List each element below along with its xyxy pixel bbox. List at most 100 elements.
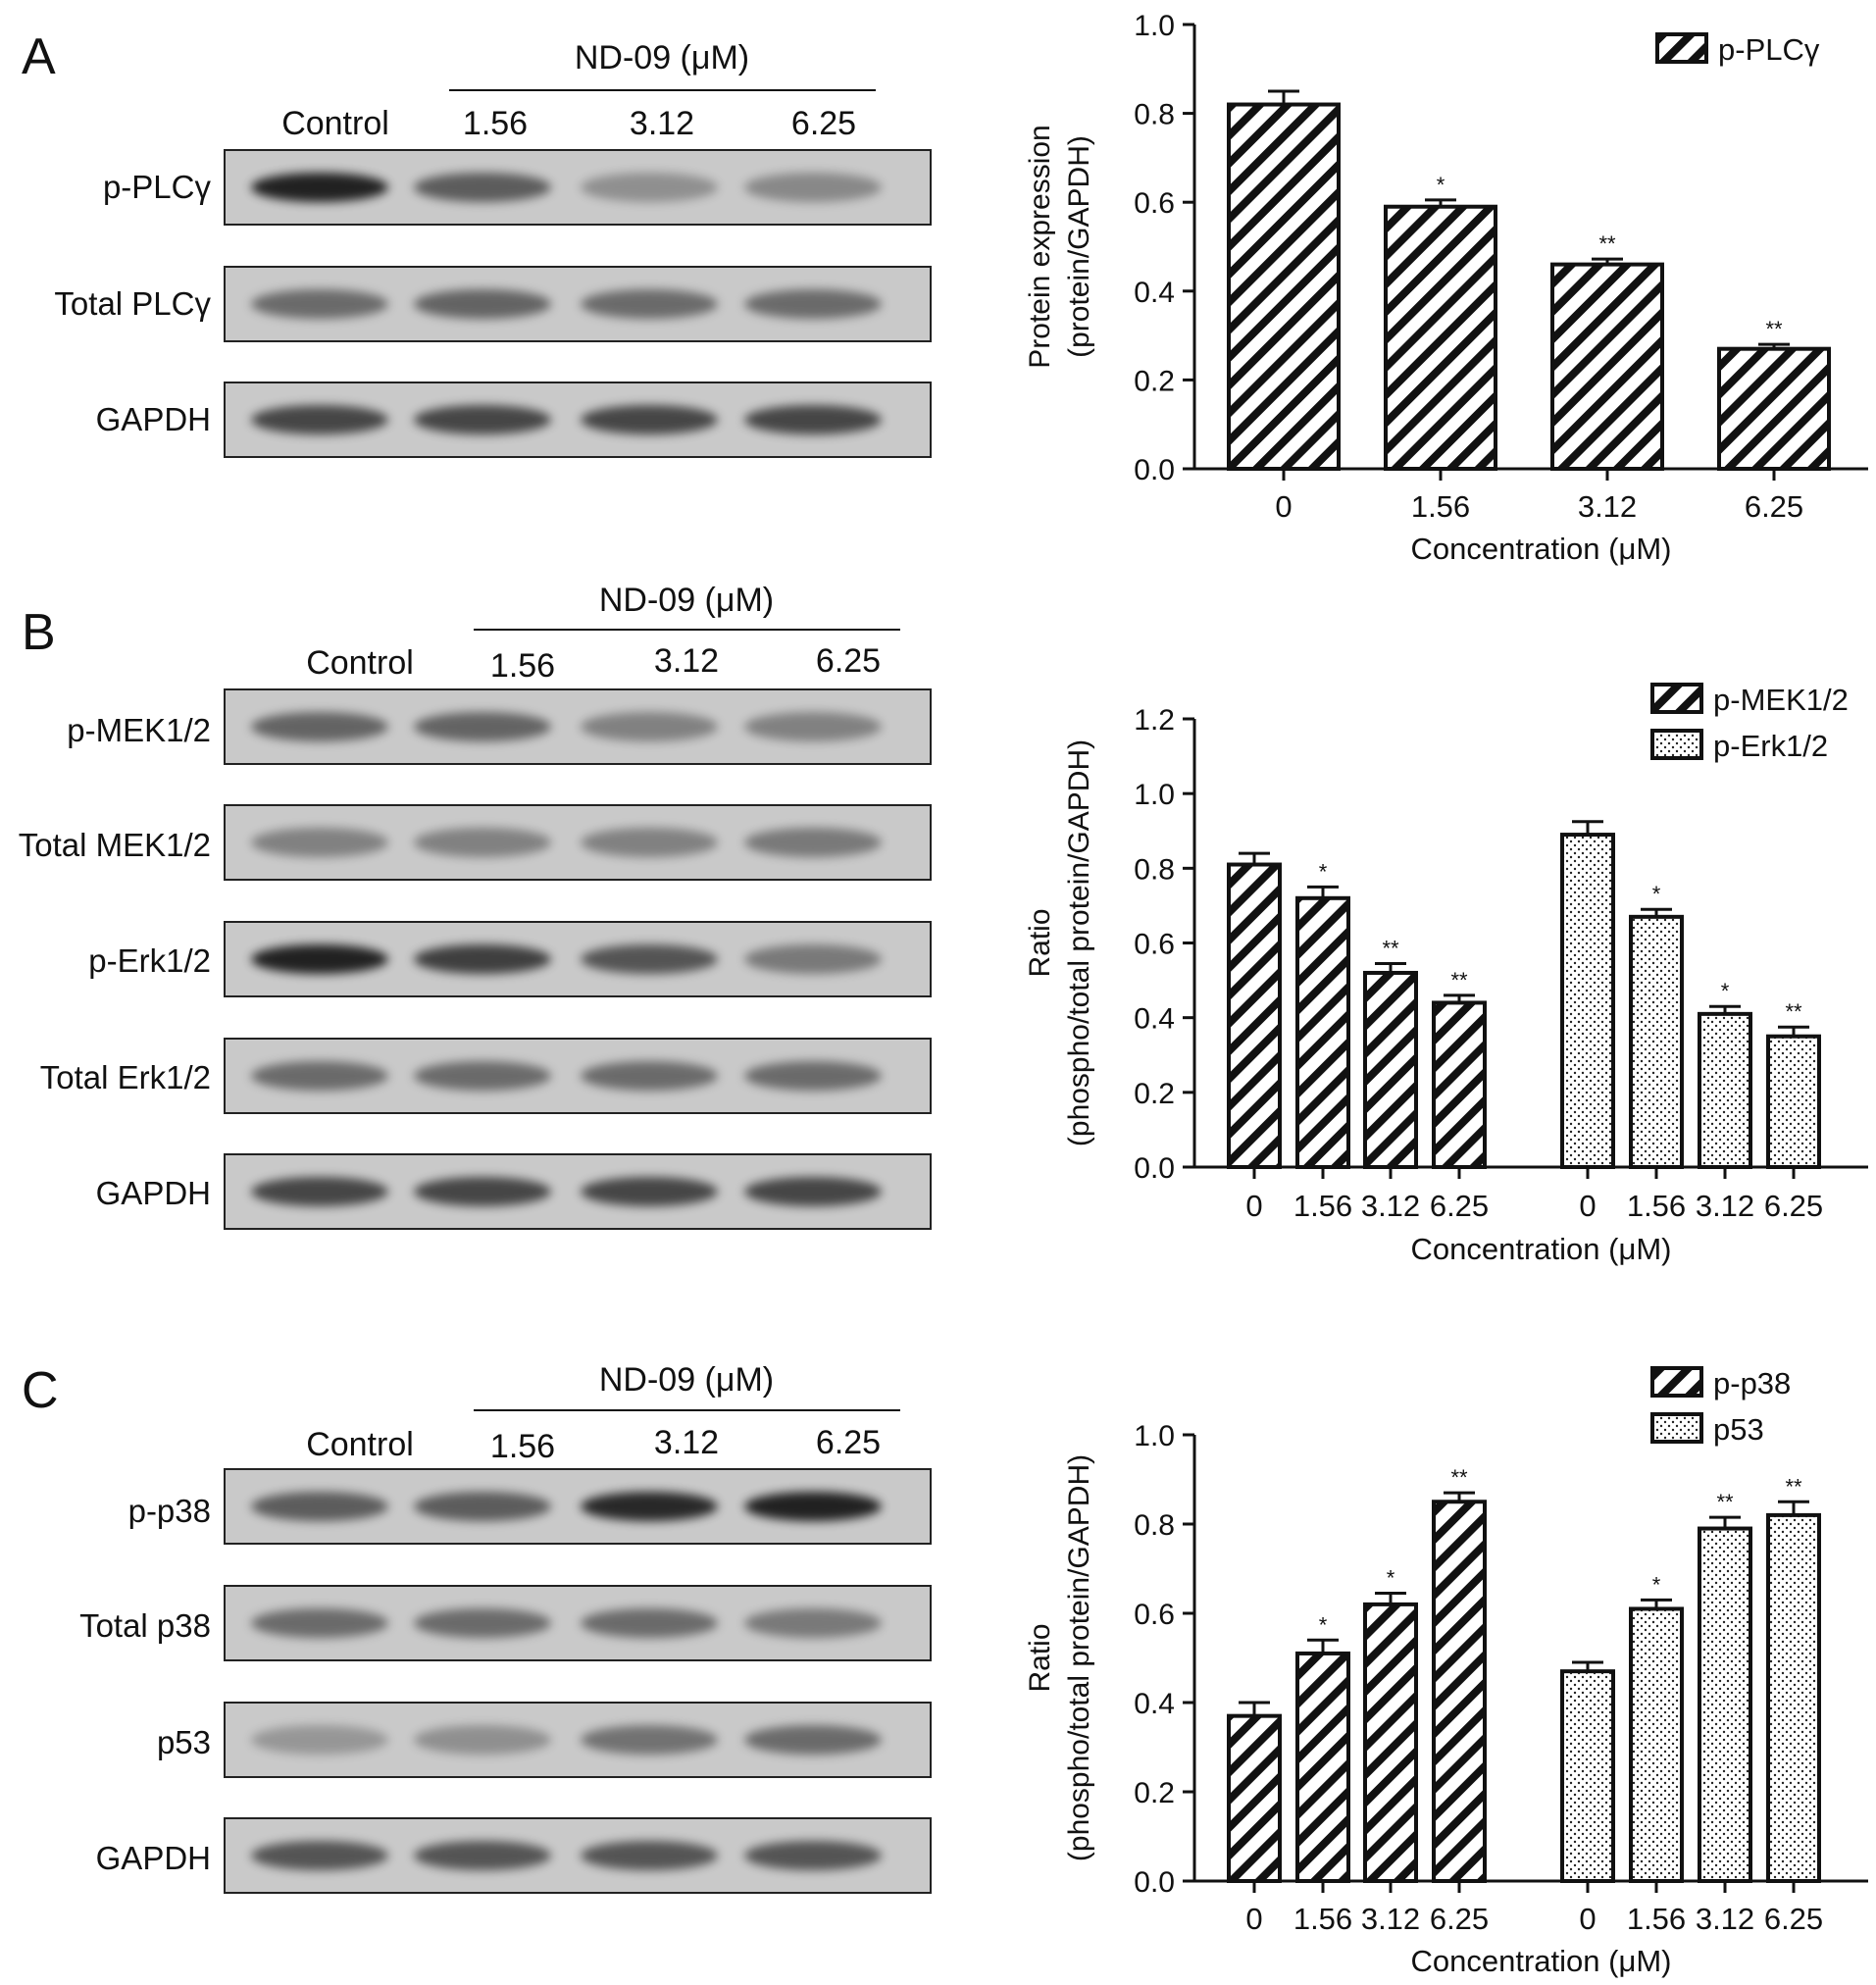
bar bbox=[1295, 1651, 1350, 1883]
lane-label-control: Control bbox=[306, 1426, 414, 1463]
significance-marker: * bbox=[1652, 1572, 1661, 1597]
significance-marker: * bbox=[1721, 979, 1730, 1003]
x-tick-label: 1.56 bbox=[1411, 489, 1470, 524]
blot-band bbox=[581, 944, 718, 974]
blot-p-p38 bbox=[224, 1468, 932, 1545]
legend-label: p-MEK1/2 bbox=[1713, 683, 1849, 717]
y-axis-label: (phospho/total protein/GAPDH) bbox=[1063, 739, 1095, 1146]
blot-label: p-MEK1/2 bbox=[67, 712, 211, 748]
y-tick-label: 0.4 bbox=[1134, 1688, 1175, 1720]
y-tick-label: 0.8 bbox=[1134, 853, 1175, 886]
significance-marker: * bbox=[1319, 859, 1328, 884]
y-axis-label: Protein expression bbox=[1024, 125, 1056, 368]
blot-gapdh bbox=[224, 1153, 932, 1230]
x-tick-label: 6.25 bbox=[1764, 1902, 1823, 1936]
blot-label: p53 bbox=[156, 1724, 211, 1760]
blot-band bbox=[581, 405, 718, 434]
bar bbox=[1432, 1500, 1487, 1883]
blot-band bbox=[251, 944, 388, 974]
blot-total-erk bbox=[224, 1038, 932, 1114]
panel-letter: A bbox=[22, 28, 56, 85]
bar bbox=[1384, 204, 1497, 471]
y-tick-label: 1.0 bbox=[1134, 1420, 1175, 1452]
lane-label-2: 3.12 bbox=[653, 642, 720, 680]
bar bbox=[1560, 1669, 1615, 1884]
blot-band bbox=[251, 712, 388, 741]
y-tick-label: 0.2 bbox=[1134, 1777, 1175, 1809]
significance-marker: ** bbox=[1450, 1465, 1468, 1490]
blot-band bbox=[414, 1841, 551, 1870]
blot-band bbox=[414, 289, 551, 319]
blot-band bbox=[414, 1492, 551, 1521]
blot-label: Total p38 bbox=[79, 1607, 211, 1644]
legend-label: p-PLCγ bbox=[1718, 32, 1820, 67]
blot-band bbox=[744, 405, 882, 434]
blot-band bbox=[581, 1492, 718, 1521]
x-tick-label: 1.56 bbox=[1627, 1902, 1686, 1936]
significance-marker: ** bbox=[1765, 317, 1783, 341]
x-tick-label: 3.12 bbox=[1361, 1902, 1420, 1936]
y-tick-label: 0.6 bbox=[1134, 1599, 1175, 1631]
significance-marker: * bbox=[1387, 1566, 1395, 1591]
blot-band bbox=[744, 828, 882, 857]
treatment-bracket-line bbox=[474, 1409, 900, 1411]
blot-band bbox=[414, 173, 551, 202]
blot-label: GAPDH bbox=[95, 1840, 211, 1876]
blot-band bbox=[414, 1608, 551, 1638]
bar bbox=[1717, 346, 1831, 471]
blot-band bbox=[251, 1492, 388, 1521]
x-tick-label: 6.25 bbox=[1764, 1189, 1823, 1223]
significance-marker: ** bbox=[1450, 968, 1468, 992]
x-axis-label: Concentration (μM) bbox=[1411, 1232, 1672, 1266]
blot-band bbox=[744, 1841, 882, 1870]
blot-band bbox=[251, 1608, 388, 1638]
blot-p-erk bbox=[224, 921, 932, 997]
lane-label-1: 1.56 bbox=[489, 647, 556, 685]
x-axis-label: Concentration (μM) bbox=[1411, 1944, 1672, 1978]
x-tick-label: 0 bbox=[1579, 1189, 1596, 1223]
blot-p-mek bbox=[224, 688, 932, 765]
significance-marker: ** bbox=[1716, 1490, 1734, 1514]
treatment-bracket-line bbox=[449, 89, 876, 91]
x-tick-label: 1.56 bbox=[1293, 1189, 1352, 1223]
blot-band bbox=[251, 405, 388, 434]
x-tick-label: 1.56 bbox=[1627, 1189, 1686, 1223]
significance-marker: ** bbox=[1785, 1474, 1802, 1499]
blot-band bbox=[744, 1177, 882, 1206]
significance-marker: * bbox=[1319, 1612, 1328, 1637]
legend-label: p-Erk1/2 bbox=[1713, 729, 1828, 763]
blot-label: p-PLCγ bbox=[102, 169, 211, 205]
y-tick-label: 1.2 bbox=[1134, 704, 1175, 737]
blot-band bbox=[581, 173, 718, 202]
blot-band bbox=[581, 1725, 718, 1755]
blot-band bbox=[414, 1177, 551, 1206]
treatment-label: ND-09 (μM) bbox=[598, 1361, 775, 1399]
bar bbox=[1227, 1713, 1282, 1884]
lane-label-3: 6.25 bbox=[815, 1424, 882, 1461]
y-tick-label: 0.0 bbox=[1134, 1866, 1175, 1899]
blot-gapdh bbox=[224, 382, 932, 458]
blot-total-p38 bbox=[224, 1585, 932, 1661]
blot-band bbox=[251, 1177, 388, 1206]
treatment-label: ND-09 (μM) bbox=[574, 39, 750, 76]
blot-band bbox=[251, 289, 388, 319]
blot-band bbox=[744, 1725, 882, 1755]
y-tick-label: 0.0 bbox=[1134, 1152, 1175, 1185]
blot-band bbox=[414, 1061, 551, 1091]
x-axis-label: Concentration (μM) bbox=[1411, 532, 1672, 566]
legend-swatch bbox=[1650, 683, 1703, 714]
legend-swatch bbox=[1650, 1366, 1703, 1398]
y-tick-label: 0.6 bbox=[1134, 187, 1175, 220]
bar bbox=[1629, 1606, 1684, 1883]
bar bbox=[1698, 1526, 1752, 1884]
bar-chart-a: 0.0 0.2 0.4 0.6 0.8 1.0 Protein expression (pro… bbox=[1024, 10, 1868, 566]
legend-swatch bbox=[1650, 1412, 1703, 1444]
bar bbox=[1363, 1602, 1418, 1884]
y-axis-label: (phospho/total protein/GAPDH) bbox=[1063, 1454, 1095, 1861]
blot-label: GAPDH bbox=[95, 1175, 211, 1211]
blot-band bbox=[414, 828, 551, 857]
y-tick-label: 0.4 bbox=[1134, 277, 1175, 309]
blot-total-mek bbox=[224, 804, 932, 881]
chart-plot-area: 0.0 0.2 0.4 0.6 0.8 1.0 Protein expression (pro… bbox=[1024, 10, 1868, 566]
blot-p-plcg bbox=[224, 149, 932, 226]
